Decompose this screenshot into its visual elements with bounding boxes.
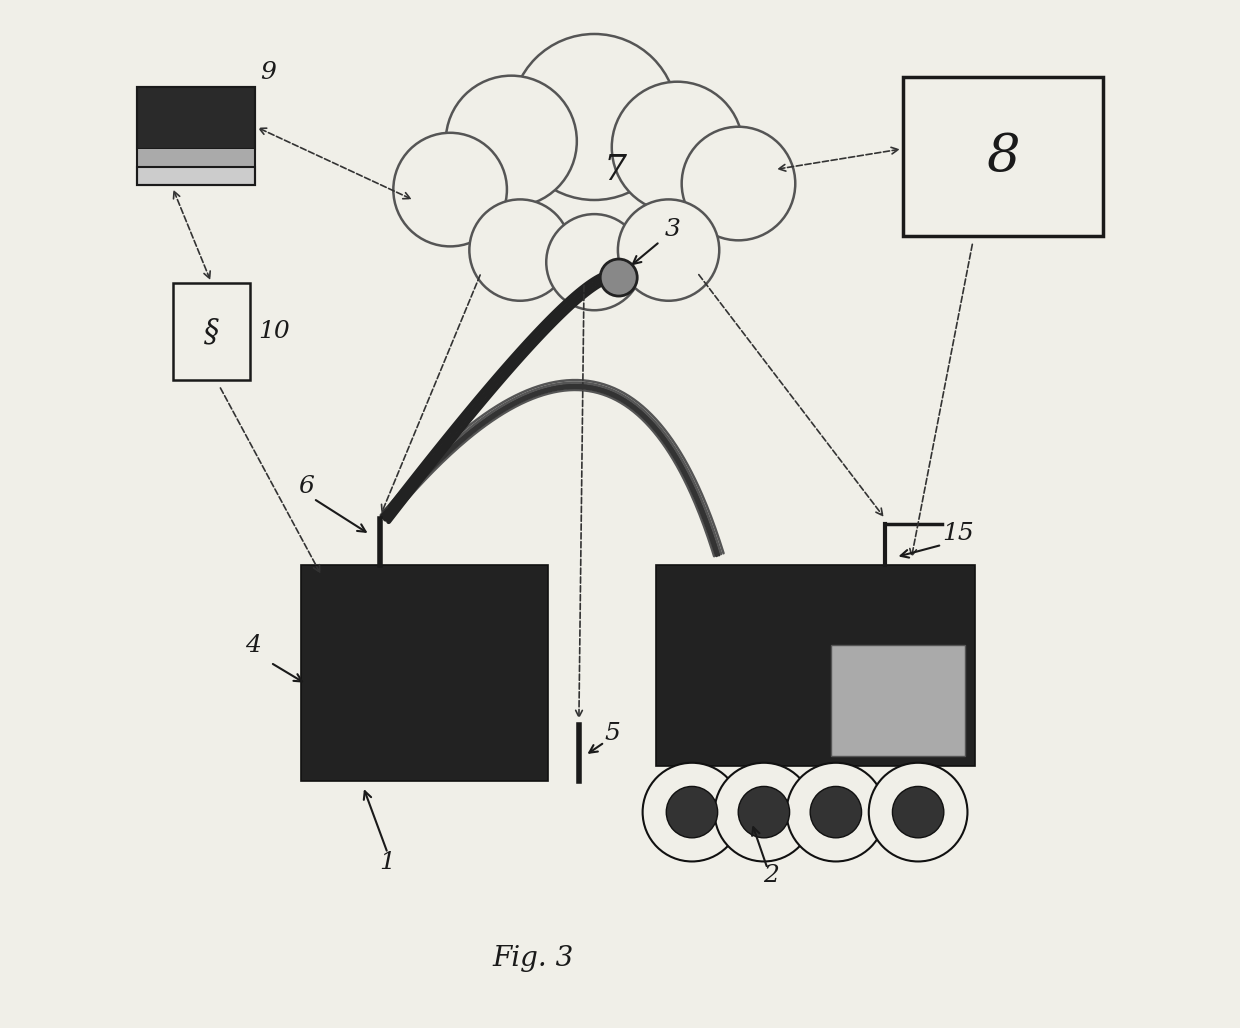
- Text: 6: 6: [298, 475, 314, 499]
- Bar: [903, 77, 1104, 236]
- Text: 9: 9: [260, 61, 277, 84]
- Text: §: §: [203, 316, 219, 347]
- Circle shape: [611, 81, 743, 213]
- Bar: [136, 167, 255, 185]
- Circle shape: [666, 786, 718, 838]
- Bar: [656, 565, 975, 766]
- Circle shape: [600, 259, 637, 296]
- Bar: [301, 565, 548, 781]
- Text: 4: 4: [244, 633, 260, 657]
- Bar: [136, 87, 255, 149]
- Circle shape: [642, 763, 742, 861]
- Bar: [136, 149, 255, 167]
- Circle shape: [714, 763, 813, 861]
- Text: Fig. 3: Fig. 3: [492, 946, 573, 972]
- Bar: [831, 646, 965, 756]
- Circle shape: [682, 126, 795, 241]
- Circle shape: [810, 786, 862, 838]
- Text: 7: 7: [604, 152, 626, 187]
- Text: 8: 8: [986, 132, 1019, 182]
- Bar: [136, 87, 255, 185]
- Text: 5: 5: [605, 722, 620, 745]
- Circle shape: [511, 34, 677, 200]
- Text: 3: 3: [665, 218, 681, 242]
- Bar: [172, 283, 250, 380]
- Circle shape: [893, 786, 944, 838]
- Circle shape: [786, 763, 885, 861]
- Circle shape: [869, 763, 967, 861]
- Text: 2: 2: [763, 864, 779, 887]
- Text: 10: 10: [258, 320, 290, 343]
- Text: 1: 1: [379, 850, 396, 874]
- Circle shape: [445, 76, 577, 207]
- Circle shape: [547, 214, 642, 310]
- Circle shape: [470, 199, 570, 301]
- Circle shape: [618, 199, 719, 301]
- Circle shape: [393, 133, 507, 247]
- Circle shape: [738, 786, 790, 838]
- Text: 15: 15: [942, 521, 973, 545]
